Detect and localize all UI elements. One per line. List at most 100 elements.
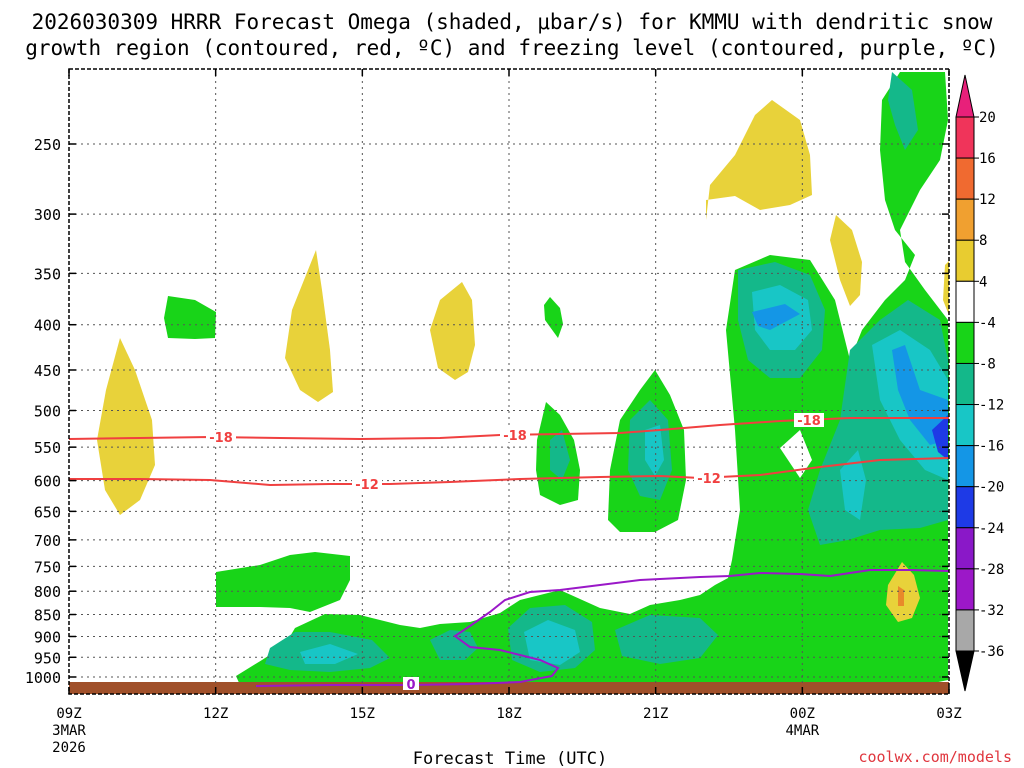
omega-area	[645, 425, 664, 476]
colorbar-top-arrow	[955, 74, 975, 118]
colorbar-label: 20	[979, 110, 996, 126]
omega-area	[550, 430, 570, 480]
colorbar-swatch	[955, 568, 975, 611]
colorbar-swatch	[955, 527, 975, 570]
colorbar-label: -16	[979, 439, 1004, 455]
contour-label-bg	[206, 413, 824, 491]
x-tick-sublabel: 2026	[52, 740, 86, 756]
colorbar-label: -36	[979, 644, 1004, 660]
contour-freezing	[255, 569, 950, 687]
omega-area	[97, 338, 155, 515]
x-axis-label: Forecast Time (UTC)	[413, 749, 607, 768]
y-tick-label: 250	[34, 136, 61, 154]
colorbar-swatch	[955, 609, 975, 652]
x-tick-label: 03Z	[936, 706, 961, 722]
colorbar: 20 16 12 8 4 -4 -8 -12 -16 -20 -24 -28 -32 -36	[955, 74, 1004, 692]
y-tick-label: 850	[34, 607, 61, 625]
omega-area	[892, 345, 948, 445]
omega-area	[888, 72, 918, 150]
contour-label: -12	[355, 478, 379, 493]
y-tick-label: 600	[34, 473, 61, 491]
colorbar-swatch	[955, 157, 975, 200]
contour-label: -18	[209, 431, 233, 446]
x-tick-label: 00Z	[790, 706, 815, 722]
y-tick-label: 650	[34, 503, 61, 521]
x-tick-sublabel: 4MAR	[785, 723, 819, 739]
omega-area	[752, 304, 800, 330]
y-axis: 250 300 350 400 450 500 550 600 650 700 750 800 850 9…	[25, 136, 949, 687]
y-tick-label: 300	[34, 206, 61, 224]
grid	[69, 69, 949, 694]
omega-area	[285, 250, 333, 402]
colorbar-swatch	[955, 280, 975, 323]
colorbar-label: -4	[979, 315, 996, 331]
omega-area	[830, 215, 862, 306]
x-tick-sublabel: 3MAR	[52, 723, 86, 739]
colorbar-swatch	[955, 239, 975, 282]
x-tick-label: 09Z	[56, 706, 81, 722]
omega-area	[615, 615, 718, 664]
omega-area	[300, 644, 358, 664]
x-tick-label: 21Z	[643, 706, 668, 722]
colorbar-swatch	[955, 362, 975, 406]
freezing-contour	[255, 569, 950, 687]
contour-label-bg	[403, 677, 419, 690]
y-tick-label: 400	[34, 317, 61, 335]
contour-label: -18	[797, 414, 821, 429]
credit-text: coolwx.com/models	[858, 748, 1012, 766]
contour-label: 0	[406, 678, 415, 693]
colorbar-swatch	[955, 198, 975, 241]
colorbar-label: 12	[979, 192, 996, 208]
omega-area	[216, 552, 350, 612]
omega-area	[943, 261, 949, 316]
y-tick-label: 550	[34, 439, 61, 457]
omega-area	[846, 182, 880, 255]
y-tick-label: 800	[34, 583, 61, 601]
colorbar-swatch	[955, 321, 975, 364]
colorbar-label: -8	[979, 356, 996, 372]
omega-area	[932, 415, 948, 460]
colorbar-label: -20	[979, 480, 1004, 496]
omega-area	[524, 620, 580, 665]
x-tick-label: 18Z	[496, 706, 521, 722]
colorbar-label: 16	[979, 151, 996, 167]
y-tick-label: 500	[34, 403, 61, 421]
x-tick-label: 12Z	[203, 706, 228, 722]
omega-area	[164, 296, 216, 339]
dendritic-labels: -18 -18 -18 -12 -12	[209, 414, 821, 493]
y-tick-label: 950	[34, 649, 61, 667]
omega-shading	[69, 72, 949, 694]
colorbar-label: 8	[979, 233, 987, 249]
omega-area	[706, 100, 812, 220]
colorbar-label: -32	[979, 603, 1004, 619]
y-tick-label: 1000	[25, 669, 61, 687]
y-tick-label: 750	[34, 558, 61, 576]
x-tick-label: 15Z	[350, 706, 375, 722]
colorbar-label: -12	[979, 398, 1004, 414]
contour-minus12	[69, 457, 950, 487]
omega-area	[780, 430, 812, 478]
omega-area	[430, 630, 478, 660]
contour-label: -18	[503, 429, 527, 444]
colorbar-swatch	[955, 116, 975, 159]
chart-title-line-1: 2026030309 HRRR Forecast Omega (shaded, …	[32, 10, 993, 34]
colorbar-label: -28	[979, 562, 1004, 578]
contour-label: -12	[697, 472, 721, 487]
omega-area	[840, 450, 866, 520]
y-tick-label: 700	[34, 532, 61, 550]
colorbar-swatch	[955, 445, 975, 488]
omega-area	[544, 297, 563, 338]
colorbar-swatch	[955, 404, 975, 447]
colorbar-label: -24	[979, 521, 1004, 537]
chart-title-line-2: growth region (contoured, red, ºC) and f…	[25, 36, 999, 60]
y-tick-label: 450	[34, 362, 61, 380]
omega-area	[430, 282, 475, 380]
colorbar-swatch	[955, 486, 975, 529]
omega-area	[236, 72, 949, 690]
y-tick-label: 350	[34, 265, 61, 283]
colorbar-label: 4	[979, 274, 987, 290]
y-tick-label: 900	[34, 628, 61, 646]
omega-area	[898, 586, 904, 606]
